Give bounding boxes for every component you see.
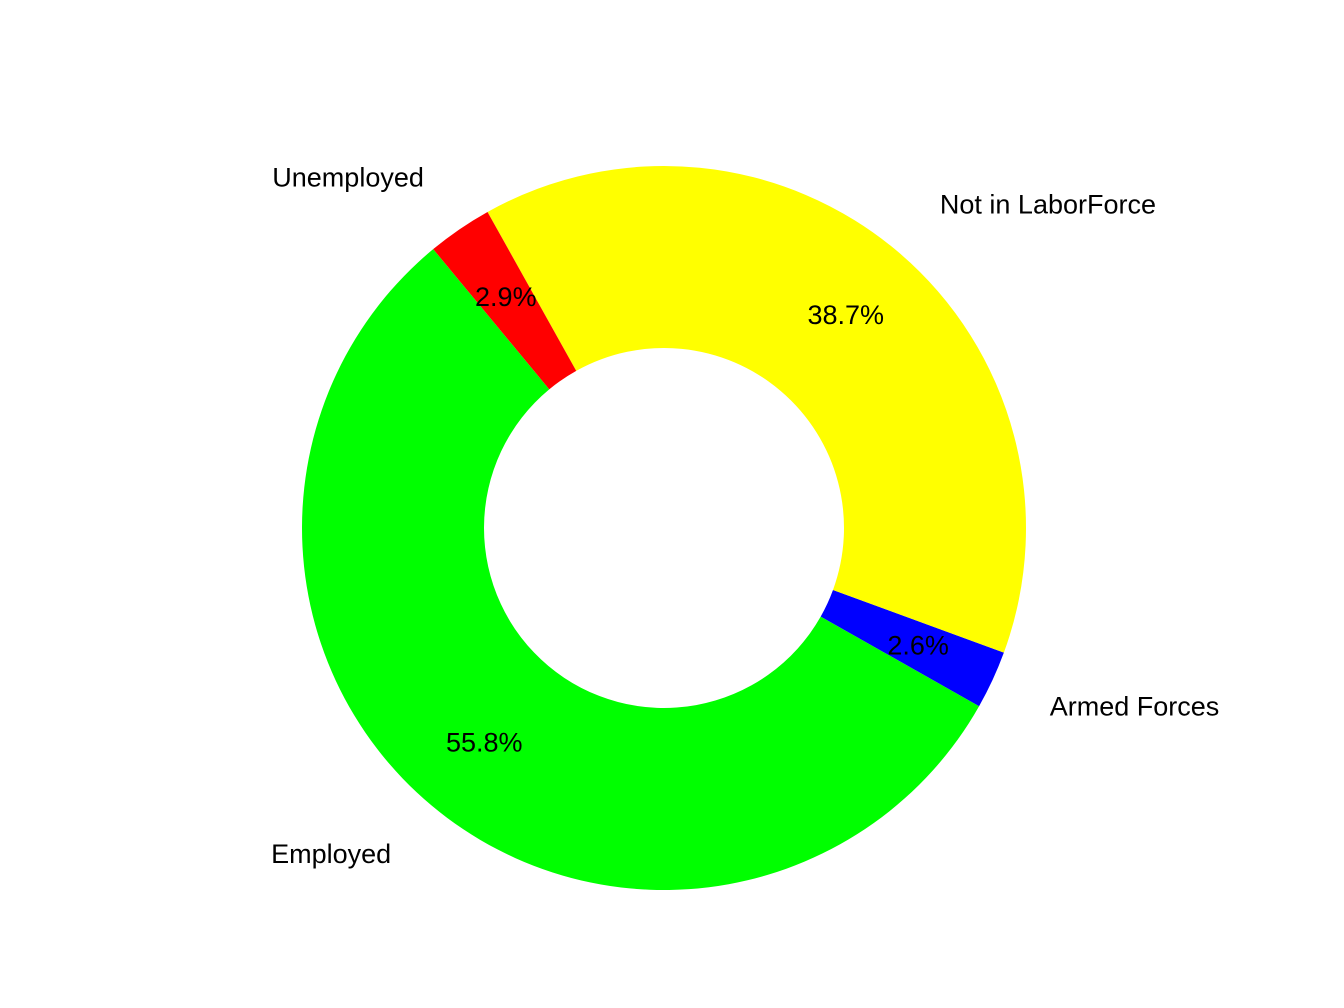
category-label-not-in-laborforce: Not in LaborForce	[940, 190, 1156, 220]
pct-label-armed-forces: 2.6%	[887, 631, 949, 661]
slice-not-in-laborforce	[487, 166, 1026, 653]
category-label-unemployed: Unemployed	[272, 162, 424, 192]
percentage-labels: 2.6% 38.7% 2.9% 55.8%	[446, 282, 949, 758]
slice-unemployed	[433, 211, 577, 390]
pct-label-not-in-laborforce: 38.7%	[807, 300, 884, 330]
slice-employed	[302, 249, 980, 890]
slice-armed-forces	[820, 589, 1004, 707]
category-label-armed-forces: Armed Forces	[1050, 691, 1220, 721]
pct-label-unemployed: 2.9%	[475, 282, 537, 312]
donut-slices	[302, 166, 1026, 890]
category-labels: Armed Forces Not in LaborForce Unemployed E…	[271, 162, 1219, 869]
pct-label-employed: 55.8%	[446, 728, 523, 758]
category-label-employed: Employed	[271, 839, 391, 869]
